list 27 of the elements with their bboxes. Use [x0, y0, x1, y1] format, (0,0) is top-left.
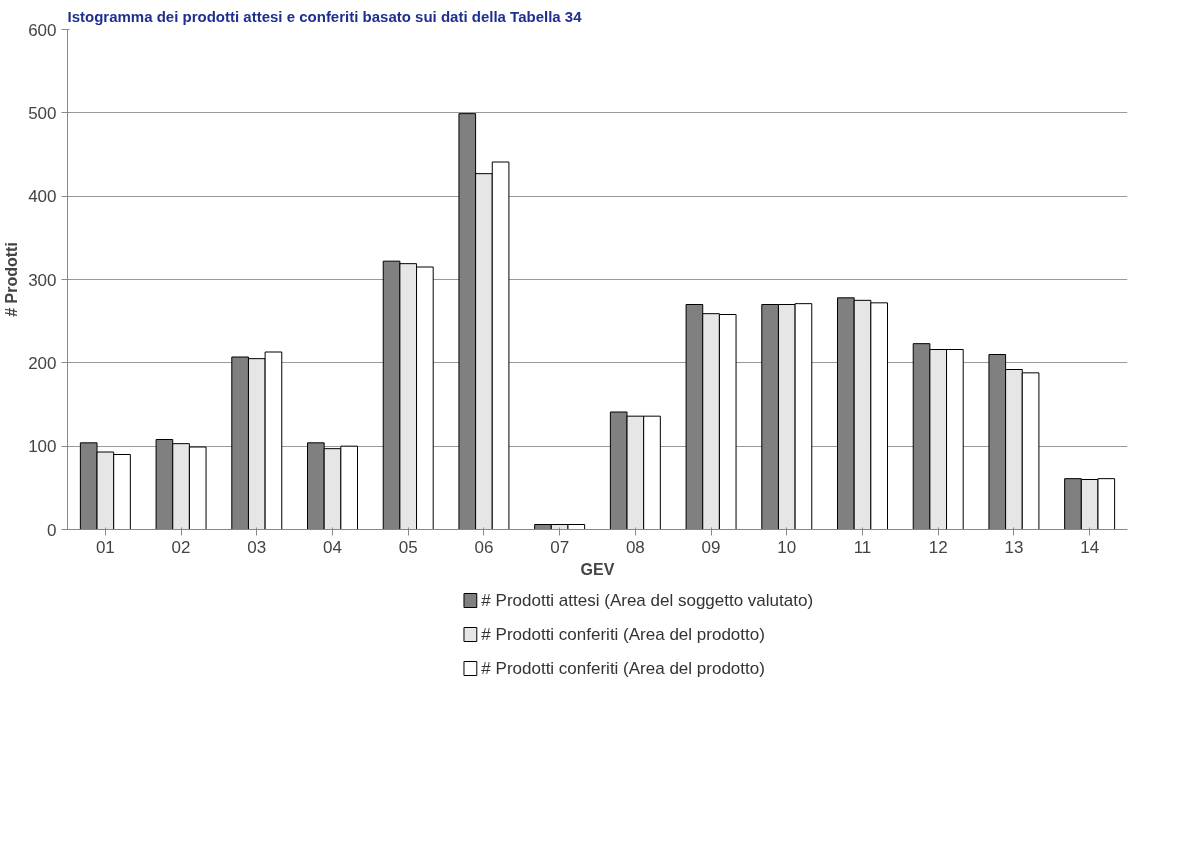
legend-label: # Prodotti conferiti (Area del prodotto)	[481, 625, 765, 644]
y-tick-label: 400	[28, 187, 57, 207]
x-tick-label: 03	[247, 537, 267, 557]
y-tick-label: 300	[28, 270, 57, 290]
x-tick-label: 02	[171, 537, 191, 557]
legend-label: # Prodotti attesi (Area del soggetto valutato)	[481, 591, 814, 610]
x-tick-label: 14	[1080, 537, 1100, 557]
x-tick-label: 06	[474, 537, 494, 557]
y-tick-label: 500	[28, 103, 57, 123]
x-tick-label: 12	[928, 537, 948, 557]
x-tick-label: 05	[398, 537, 418, 557]
y-axis-title: # Prodotti	[3, 242, 21, 317]
legend-label: # Prodotti conferiti (Area del prodotto)	[481, 659, 765, 678]
y-tick-label: 100	[28, 437, 57, 457]
x-axis-title: GEV	[580, 560, 615, 578]
y-tick-label: 200	[28, 353, 57, 373]
chart-title: Istogramma dei prodotti attesi e conferiti basato sui dati della Tabella 34	[67, 7, 583, 25]
x-tick-label: 09	[701, 537, 721, 557]
y-tick-label: 0	[47, 520, 57, 540]
x-tick-label: 01	[95, 537, 115, 557]
x-tick-label: 04	[323, 537, 342, 557]
x-tick-label: 13	[1004, 537, 1024, 557]
x-tick-label: 10	[777, 537, 797, 557]
x-tick-label: 07	[550, 537, 570, 557]
y-tick-label: 600	[28, 20, 57, 40]
x-tick-label: 08	[625, 537, 645, 557]
x-tick-label: 11	[853, 537, 872, 557]
